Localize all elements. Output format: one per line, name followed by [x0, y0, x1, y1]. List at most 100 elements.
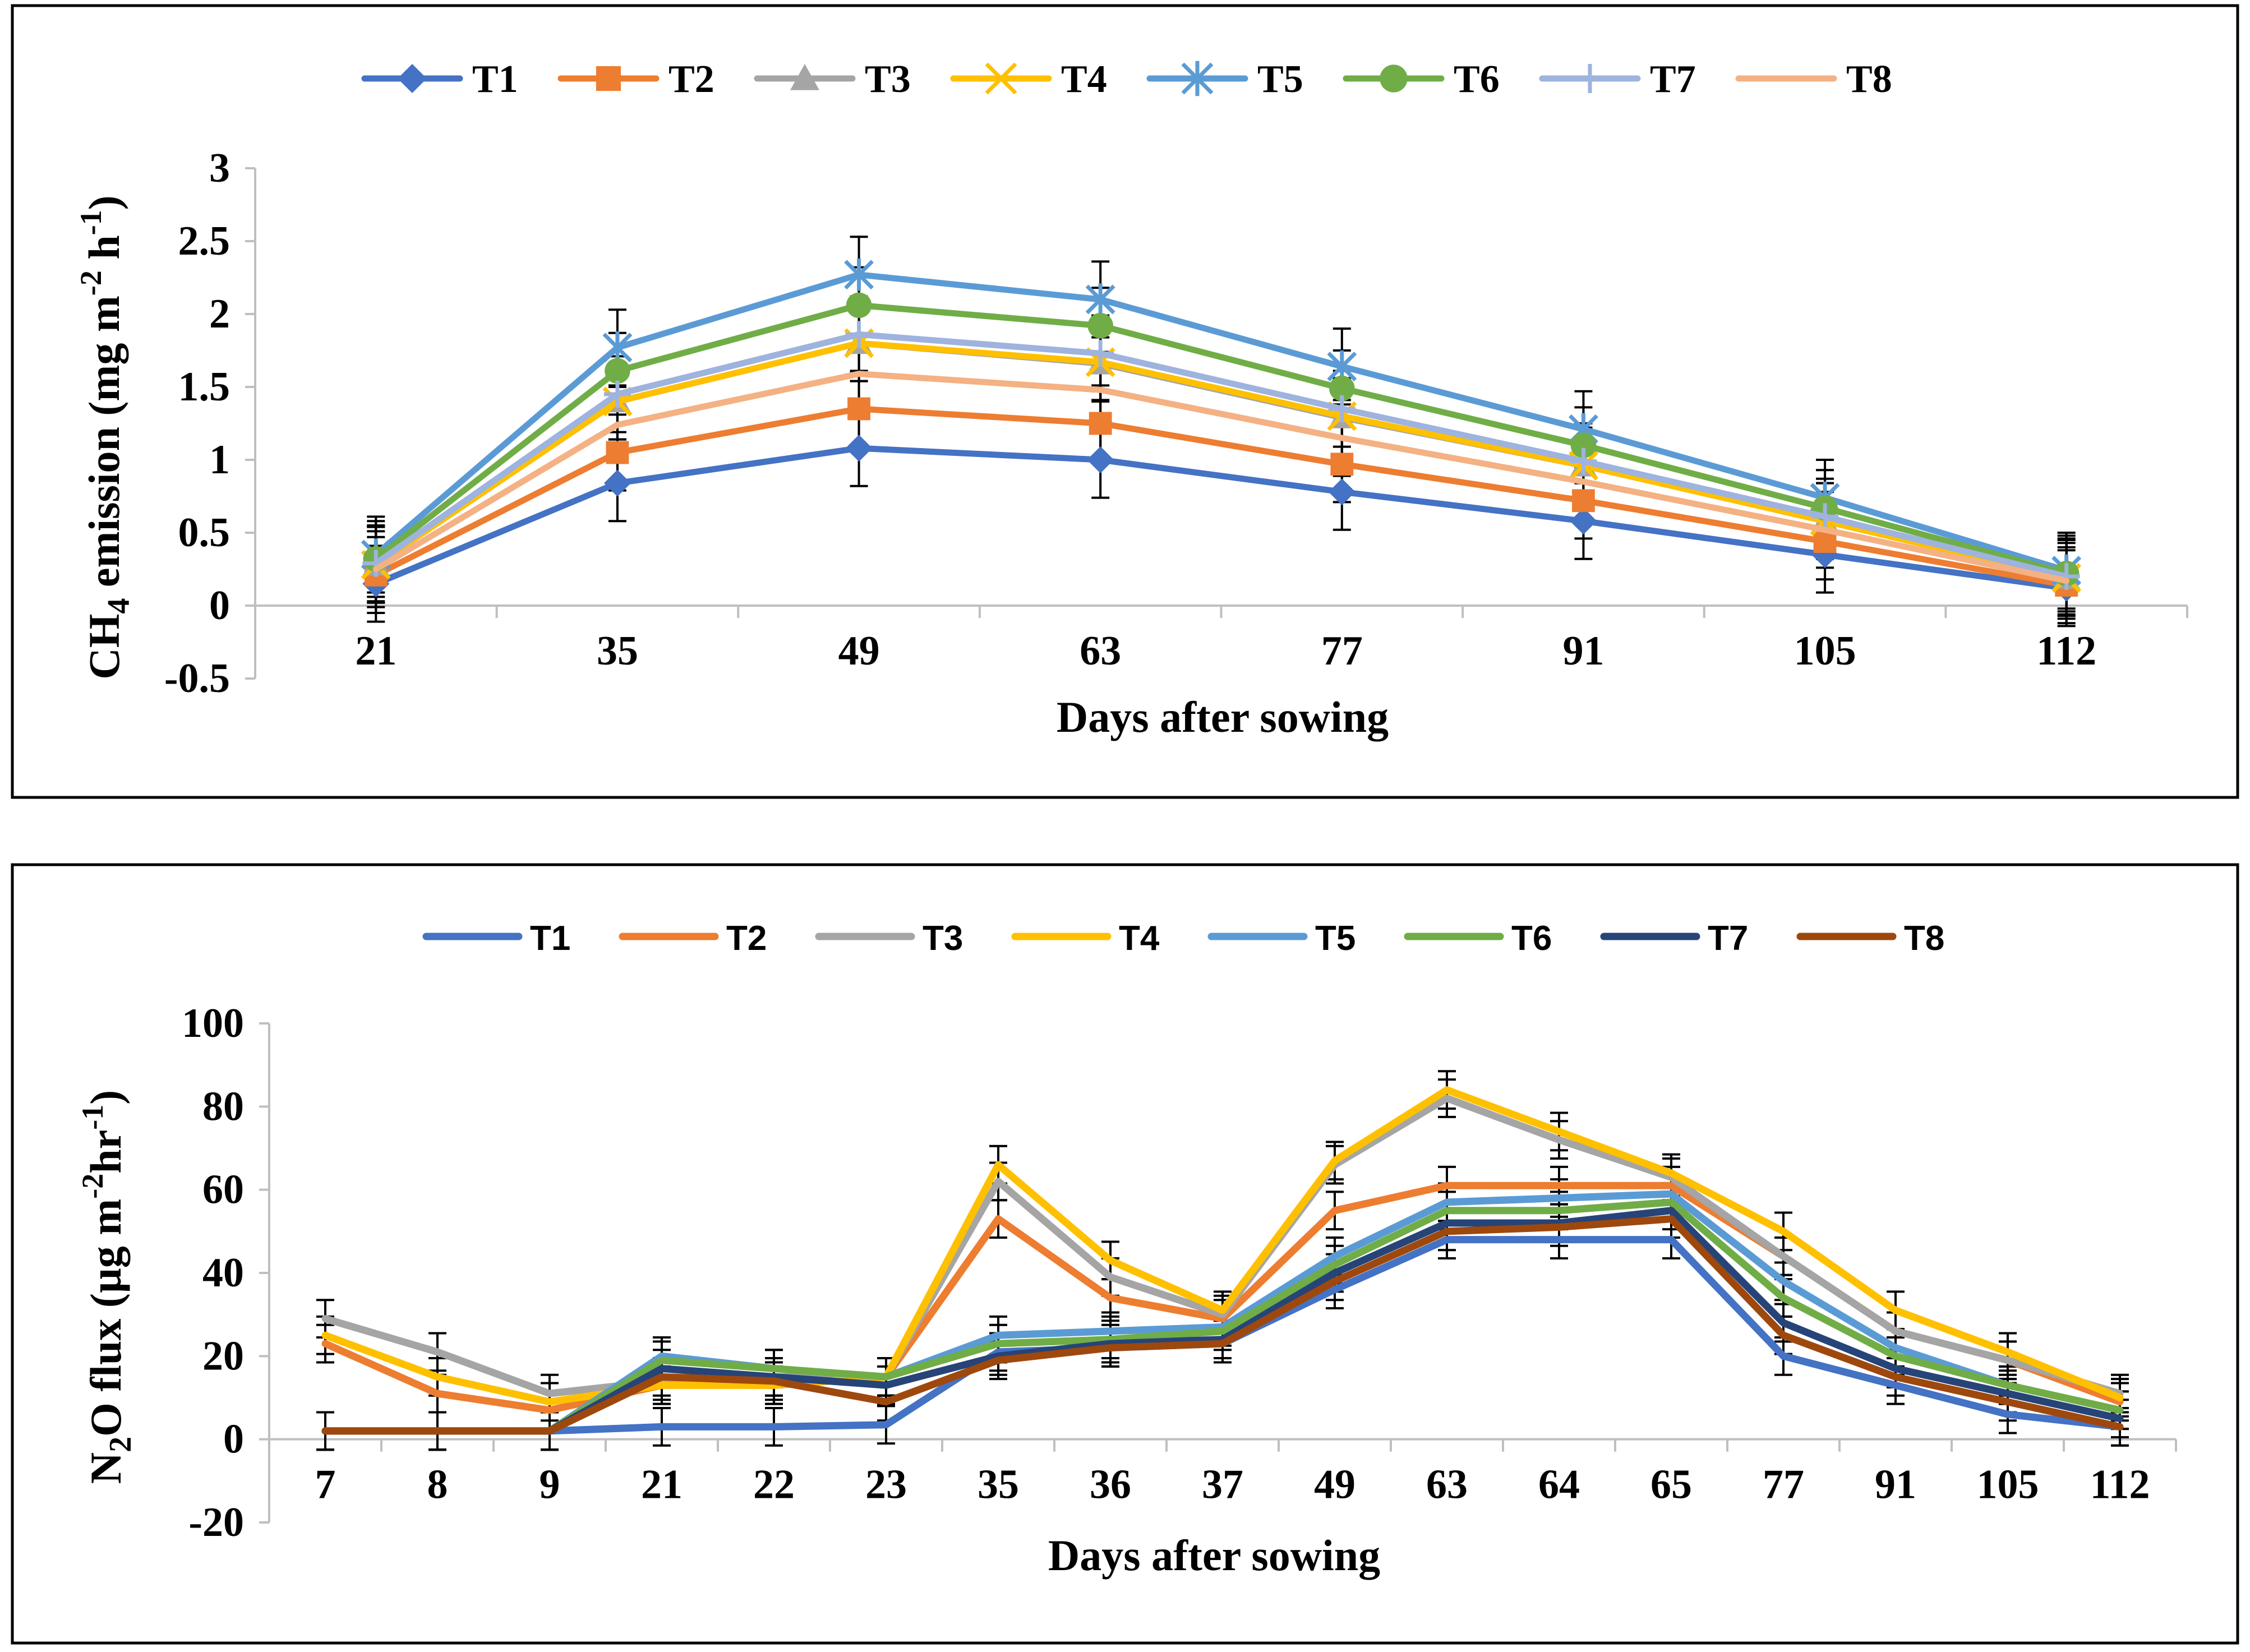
diamond-marker: [1328, 478, 1355, 506]
data-point-t2: [1330, 453, 1354, 476]
n2o-ylabel-part: N: [81, 1452, 130, 1484]
x-tick-label: 35: [597, 628, 638, 674]
plus-marker: [1328, 395, 1355, 422]
legend-item-t3: T3: [754, 58, 911, 101]
data-point-t1: [845, 435, 873, 462]
data-point-t2: [1572, 489, 1595, 513]
n2o-ylabel-sub: 2: [103, 1437, 138, 1452]
n2o-ylabel-part: ): [81, 1090, 130, 1105]
legend-label: T1: [530, 919, 570, 958]
y-tick-label: 0: [223, 1416, 244, 1462]
legend-item-t2: T2: [557, 58, 714, 101]
n2o-ylabel-part: hr: [81, 1130, 130, 1174]
x-tick-label: 37: [1202, 1462, 1243, 1508]
series-line-t6: [321, 1198, 2124, 1435]
y-tick-label: 80: [202, 1083, 244, 1129]
legend-label: T6: [1511, 919, 1552, 958]
series-line-t7: [372, 331, 2070, 580]
legend-item-t5: T5: [1146, 58, 1303, 101]
ch4-x-axis-title: Days after sowing: [1057, 693, 1389, 741]
series-line-t4: [372, 340, 2070, 582]
legend-label: T2: [668, 58, 714, 101]
x-tick-label: 112: [2090, 1462, 2150, 1508]
x-tick-label: 36: [1090, 1462, 1131, 1508]
star-marker: [1085, 283, 1115, 316]
legend-item-t3: T3: [815, 919, 963, 958]
ch4-y-axis-title: CH4 emission (mg m-2 h-1): [74, 195, 136, 679]
legend-label: T8: [1846, 58, 1892, 101]
y-tick-label: 20: [202, 1333, 244, 1379]
x-tick-label: 105: [1977, 1462, 2039, 1508]
series-line-t8: [321, 1215, 2124, 1435]
n2o-axes: [259, 1022, 2177, 1524]
data-point-t6: [1329, 375, 1355, 402]
ch4-ylabel-sup: -2: [74, 270, 108, 296]
legend-item-t4: T4: [950, 58, 1107, 101]
square-marker: [1089, 412, 1112, 435]
data-point-t2: [847, 397, 870, 421]
plus-marker: [1811, 503, 1839, 530]
ch4-series-group: [361, 259, 2082, 602]
n2o-x-axis-title: Days after sowing: [1048, 1531, 1380, 1580]
y-tick-label: 0.5: [178, 510, 230, 556]
data-point-t1: [1570, 507, 1597, 535]
legend-label: T7: [1650, 58, 1696, 101]
ch4-ylabel-part: CH: [80, 614, 128, 680]
legend-item-t5: T5: [1207, 919, 1355, 958]
y-tick-label: 1: [209, 437, 230, 483]
legend-item-t1: T1: [361, 58, 518, 101]
x-tick-label: 112: [2036, 628, 2096, 674]
plus-marker: [1087, 340, 1114, 367]
legend-item-t6: T6: [1404, 919, 1552, 958]
plus-marker: [1575, 64, 1604, 93]
x-tick-label: 65: [1650, 1462, 1692, 1508]
series-line-t2: [372, 405, 2070, 589]
ch4-legend: T1 T2 T3 T4 T5 T6 T7 T8: [361, 58, 1892, 101]
n2o-series-group: [321, 1086, 2124, 1435]
legend-item-t7: T7: [1539, 58, 1696, 101]
circle-marker: [1380, 64, 1408, 93]
circle-marker: [1570, 432, 1597, 458]
plus-marker: [1570, 447, 1597, 475]
x-tick-label: 64: [1538, 1462, 1580, 1508]
data-point-t1: [1328, 478, 1355, 506]
data-point-t5: [844, 259, 874, 291]
y-tick-label: 1.5: [178, 364, 230, 410]
square-marker: [596, 66, 621, 91]
circle-marker: [846, 292, 872, 319]
legend-item-t4: T4: [1011, 919, 1160, 958]
ch4-ylabel-part: h: [80, 235, 128, 270]
x-tick-label: 77: [1321, 628, 1363, 674]
x-tick-label: 49: [838, 628, 880, 674]
ch4-ylabel-sub: 4: [102, 598, 136, 614]
data-point-t6: [1570, 432, 1597, 458]
diamond-marker: [1087, 446, 1114, 473]
circle-marker: [605, 358, 630, 384]
n2o-ylabel-sup: -2: [76, 1174, 109, 1199]
data-point-t7: [1087, 340, 1114, 367]
x-tick-label: 63: [1426, 1462, 1468, 1508]
series-line-t6: [372, 302, 2070, 577]
legend-label: T7: [1708, 919, 1748, 958]
square-marker: [1330, 453, 1354, 476]
ch4-panel-frame: [11, 4, 2239, 799]
diamond-marker: [1570, 507, 1597, 535]
y-tick-label: 60: [202, 1167, 244, 1213]
legend-label: T3: [865, 58, 911, 101]
n2o-tick-labels: -20 0 20 40 60 80 100 7 8 9 21 22 23 35 36 37 49 63 64 65 77…: [182, 1000, 2150, 1545]
x-tick-label: 7: [315, 1462, 336, 1508]
x-tick-label: 49: [1314, 1462, 1355, 1508]
data-point-t6: [1087, 313, 1113, 339]
y-tick-label: 0: [209, 583, 230, 629]
legend-item-t7: T7: [1600, 919, 1748, 958]
data-point-t2: [1089, 412, 1112, 435]
y-tick-label: 40: [202, 1250, 244, 1296]
data-point-t6: [605, 358, 630, 384]
data-point-t6: [846, 292, 872, 319]
x-tick-label: 91: [1875, 1462, 1916, 1508]
data-point-t7: [1570, 447, 1597, 475]
legend-label: T5: [1315, 919, 1355, 958]
x-marker: [985, 62, 1017, 95]
